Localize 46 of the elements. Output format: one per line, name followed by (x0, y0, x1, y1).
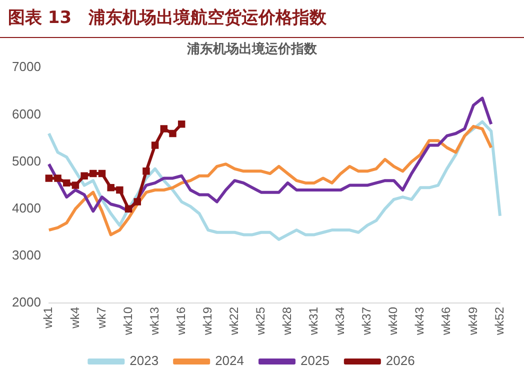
x-tick-label: wk25 (254, 306, 268, 336)
x-tick-label: wk46 (439, 306, 454, 336)
x-tick-label: wk16 (174, 306, 188, 336)
x-tick-label: wk10 (120, 306, 135, 336)
x-tick-label: wk52 (492, 306, 506, 336)
point (124, 205, 132, 212)
legend-label: 2024 (215, 353, 244, 368)
point (116, 186, 124, 194)
point (160, 125, 168, 132)
x-tick-label: wk49 (466, 306, 480, 336)
chart-title: 图表 13 浦东机场出境航空货运价格指数 (0, 0, 524, 38)
y-tick-label: 5000 (12, 153, 41, 168)
point (54, 174, 62, 182)
chart-subtitle: 浦东机场出境运价指数 (186, 41, 318, 58)
legend-label: 2026 (386, 353, 415, 368)
point (142, 168, 150, 175)
point (45, 174, 53, 182)
point (134, 198, 141, 206)
y-tick-label: 2000 (12, 294, 41, 310)
x-tick-label: wk31 (306, 306, 321, 336)
legend-label: 2025 (300, 353, 330, 368)
point (80, 172, 88, 180)
y-tick-label: 4000 (12, 200, 41, 216)
x-tick-label: wk37 (360, 306, 374, 336)
y-tick-label: 6000 (12, 106, 41, 122)
legend-label: 2023 (130, 353, 159, 368)
x-tick-label: wk4 (68, 306, 82, 330)
x-tick-label: wk7 (94, 306, 108, 330)
x-tick-label: wk13 (147, 306, 162, 336)
x-tick-label: wk19 (200, 306, 214, 336)
point (62, 179, 70, 187)
point (72, 182, 80, 189)
y-tick-label: 7000 (12, 59, 41, 74)
point (90, 170, 97, 178)
point (169, 130, 176, 138)
point (151, 142, 159, 149)
x-tick-label: wk28 (280, 306, 294, 336)
x-tick-label: wk40 (386, 306, 400, 336)
x-tick-label: wk34 (333, 306, 348, 336)
point (107, 184, 114, 192)
x-tick-label: wk1 (41, 306, 56, 330)
x-tick-label: wk22 (226, 306, 241, 336)
point (178, 120, 186, 128)
x-tick-label: wk43 (412, 306, 427, 336)
y-tick-label: 3000 (12, 247, 41, 262)
point (98, 170, 106, 178)
